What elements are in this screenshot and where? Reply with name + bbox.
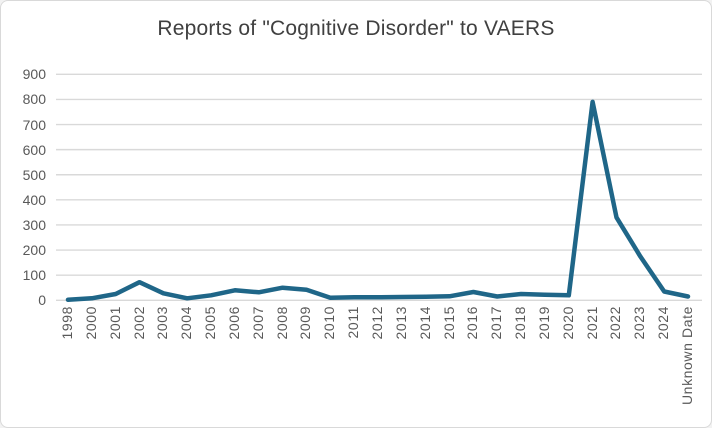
x-tick-label-2018: 2018 xyxy=(512,306,529,340)
x-tick-label-2006: 2006 xyxy=(225,306,242,340)
y-tick-label-0: 0 xyxy=(38,292,46,309)
x-tick-label-2001: 2001 xyxy=(106,306,123,340)
y-tick-label-200: 200 xyxy=(22,242,46,259)
y-tick-label-700: 700 xyxy=(22,116,46,133)
y-tick-label-500: 500 xyxy=(22,166,46,183)
x-tick-label-2005: 2005 xyxy=(202,306,219,340)
x-tick-label-2003: 2003 xyxy=(154,306,171,340)
x-tick-label-unknown-date: Unknown Date xyxy=(679,306,695,406)
x-tick-label-2019: 2019 xyxy=(535,306,552,340)
x-tick-label-2013: 2013 xyxy=(392,306,409,340)
x-tick-label-2023: 2023 xyxy=(631,306,648,340)
x-tick-label-2008: 2008 xyxy=(273,306,290,340)
x-tick-label-2002: 2002 xyxy=(130,306,147,340)
y-tick-label-900: 900 xyxy=(22,66,46,83)
x-tick-label-2004: 2004 xyxy=(178,306,195,340)
y-tick-label-800: 800 xyxy=(22,91,46,108)
x-tick-label-2017: 2017 xyxy=(488,306,505,340)
y-tick-label-100: 100 xyxy=(22,267,46,284)
y-tick-label-300: 300 xyxy=(22,216,46,233)
x-tick-label-2014: 2014 xyxy=(416,306,433,340)
x-tick-label-2020: 2020 xyxy=(559,306,576,340)
x-tick-label-2024: 2024 xyxy=(655,306,672,340)
y-tick-label-400: 400 xyxy=(22,191,46,208)
x-tick-label-2000: 2000 xyxy=(82,306,99,340)
x-tick-label-1998: 1998 xyxy=(59,306,75,340)
x-tick-label-2011: 2011 xyxy=(345,306,362,339)
chart-title: Reports of "Cognitive Disorder" to VAERS xyxy=(157,17,555,40)
x-tick-label-2022: 2022 xyxy=(607,306,624,340)
data-series-line xyxy=(65,99,691,303)
y-tick-label-600: 600 xyxy=(22,141,46,158)
x-tick-label-2010: 2010 xyxy=(321,306,338,340)
x-tick-label-2012: 2012 xyxy=(369,306,385,340)
x-tick-label-2009: 2009 xyxy=(297,306,314,340)
x-tick-label-2007: 2007 xyxy=(249,306,266,340)
x-tick-label-2015: 2015 xyxy=(440,306,457,340)
x-tick-label-2016: 2016 xyxy=(464,306,481,340)
x-tick-label-2021: 2021 xyxy=(583,306,600,340)
